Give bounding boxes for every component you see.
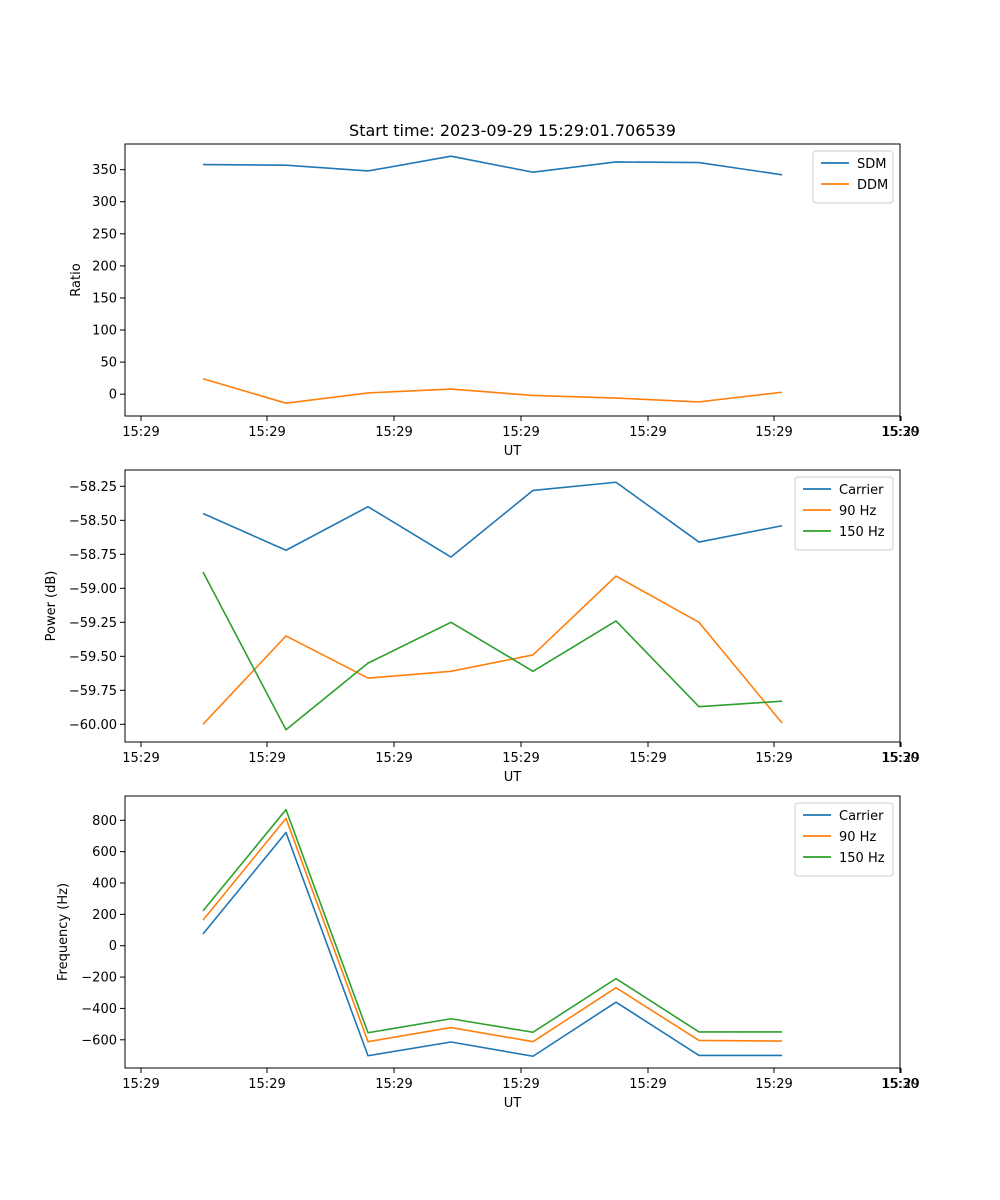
y-tick-label: 250 [92, 227, 117, 242]
y-tick-label: 0 [109, 939, 117, 954]
series-line-carrier [202, 481, 783, 558]
y-tick-label: 0 [109, 388, 117, 403]
x-tick-label: 15:29 [882, 425, 919, 440]
x-tick-label: 15:29 [629, 751, 666, 766]
series-line-carrier [202, 831, 782, 1058]
x-tick-label: 15:29 [882, 1077, 919, 1092]
x-tick-label: 15:30 [881, 751, 918, 766]
x-tick-label: 15:29 [122, 1077, 159, 1092]
legend-label: 150 Hz [839, 525, 885, 540]
x-tick-label: 15:29 [502, 425, 539, 440]
x-tick-label: 15:29 [375, 425, 412, 440]
legend-label: SDM [857, 157, 886, 172]
panel-2: 15:29 15:29 15:29 15:29 15:29 15:29 15:2915:30… [44, 469, 920, 785]
y-tick-label: −59.75 [69, 684, 117, 699]
x-tick-label: 15:29 [375, 1077, 412, 1092]
x-axis-label: UT [504, 444, 522, 459]
x-tick-label: 15:29 [629, 425, 666, 440]
y-axis-label: Power (dB) [44, 571, 59, 642]
x-tick-label: 15:29 [375, 751, 412, 766]
plot-frame [124, 795, 901, 1069]
legend-label: DDM [857, 178, 888, 193]
legend-label: 150 Hz [839, 851, 885, 866]
series-line-150-hz [202, 571, 783, 731]
y-tick-label: −59.50 [69, 650, 117, 665]
y-tick-label: −58.75 [69, 548, 117, 563]
legend: SDM DDM [812, 150, 894, 204]
x-tick-label: 15:29 [248, 425, 285, 440]
y-tick-label: 200 [92, 259, 117, 274]
y-tick-label: −59.25 [69, 616, 117, 631]
legend-label: 90 Hz [839, 830, 876, 845]
y-tick-label: −59.00 [69, 582, 117, 597]
y-tick-label: 300 [92, 195, 117, 210]
y-tick-label: −200 [81, 971, 117, 986]
x-tick-label: 15:29 [755, 751, 792, 766]
y-tick-label: −60.00 [69, 718, 117, 733]
y-tick-label: −400 [81, 1002, 117, 1017]
y-axis-label: Ratio [69, 263, 84, 296]
legend: Carrier 90 Hz 150 Hz [794, 476, 894, 551]
x-tick-label: 15:29 [755, 1077, 792, 1092]
series-line-sdm [202, 155, 783, 176]
x-tick-label: 15:30 [881, 425, 918, 440]
series-line-ddm [202, 378, 783, 404]
legend-label: Carrier [839, 809, 884, 824]
chart-title: Start time: 2023-09-29 15:29:01.706539 [349, 121, 676, 140]
x-tick-label: 15:29 [755, 425, 792, 440]
x-tick-label: 15:29 [248, 751, 285, 766]
legend-label: 90 Hz [839, 504, 876, 519]
x-axis-label: UT [504, 770, 522, 785]
y-tick-label: 350 [92, 163, 117, 178]
x-tick-label: 15:29 [502, 1077, 539, 1092]
x-tick-label: 15:30 [881, 1077, 918, 1092]
x-axis-label: UT [504, 1096, 522, 1111]
x-tick-label: 15:29 [629, 1077, 666, 1092]
y-tick-label: 100 [92, 324, 117, 339]
panel-3: 15:29 15:29 15:29 15:29 15:29 15:29 15:2915:30… [56, 795, 920, 1111]
legend-label: Carrier [839, 483, 884, 498]
y-tick-label: 400 [92, 877, 117, 892]
y-tick-label: −58.25 [69, 480, 117, 495]
legend-box [812, 150, 894, 204]
x-tick-label: 15:29 [122, 425, 159, 440]
plot-frame [124, 469, 901, 743]
y-tick-label: 150 [92, 291, 117, 306]
y-tick-label: −600 [81, 1033, 117, 1048]
series-line-90-hz [202, 575, 783, 725]
legend: Carrier 90 Hz 150 Hz [794, 802, 894, 877]
panel-1: Start time: 2023-09-29 15:29:01.706539 15… [69, 121, 920, 459]
y-tick-label: 600 [92, 845, 117, 860]
x-tick-label: 15:29 [122, 751, 159, 766]
y-tick-label: 800 [92, 814, 117, 829]
x-tick-label: 15:29 [248, 1077, 285, 1092]
series-line-150-hz [202, 808, 782, 1034]
x-tick-label: 15:29 [502, 751, 539, 766]
plot-frame [124, 143, 901, 417]
series-line-90-hz [202, 817, 783, 1043]
y-tick-label: 200 [92, 908, 117, 923]
y-tick-label: −58.50 [69, 514, 117, 529]
y-tick-label: 50 [100, 356, 117, 371]
y-axis-label: Frequency (Hz) [56, 883, 71, 981]
x-tick-label: 15:29 [882, 751, 919, 766]
